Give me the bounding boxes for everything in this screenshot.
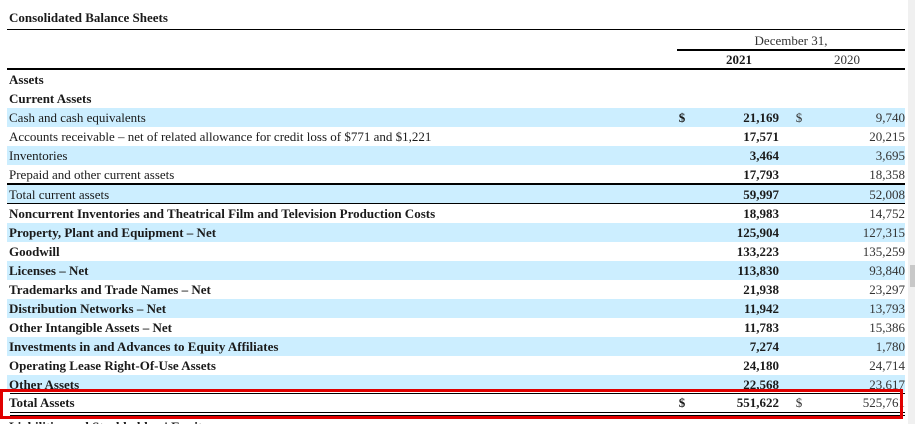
value-2020: 14,752: [869, 206, 905, 221]
row-label: Licenses – Net: [9, 263, 89, 278]
table-row-noncurrent-inventories: Noncurrent Inventories and Theatrical Fi…: [7, 204, 905, 223]
table-row-prepaid: Prepaid and other current assets 17,793 …: [7, 165, 905, 184]
table-row-goodwill: Goodwill 133,223 135,259: [7, 242, 905, 261]
row-label: Prepaid and other current assets: [9, 167, 175, 182]
row-label: Current Assets: [9, 91, 92, 106]
row-label: Trademarks and Trade Names – Net: [9, 282, 211, 297]
period-header: December 31,: [754, 33, 828, 48]
value-2021: 125,904: [736, 225, 779, 240]
value-2021: 21,938: [743, 282, 779, 297]
table-row-total-assets: Total Assets $ 551,622 $ 525,761: [7, 394, 905, 412]
value-2020: 525,761: [862, 395, 905, 410]
value-2020: 24,714: [869, 358, 905, 373]
section-heading-liabilities-partial: Liabilities and Stockholders' Equity: [9, 418, 209, 424]
value-2020: 13,793: [869, 301, 905, 316]
value-2021: 7,274: [749, 339, 779, 354]
section-heading-current-assets: Current Assets: [7, 89, 905, 108]
row-label: Total Assets: [9, 395, 75, 410]
row-label: Assets: [9, 72, 44, 87]
value-2020: 15,386: [869, 320, 905, 335]
value-2021: 133,223: [736, 244, 779, 259]
table-row-equity-affiliates: Investments in and Advances to Equity Af…: [7, 337, 905, 356]
row-label: Property, Plant and Equipment – Net: [9, 225, 217, 240]
table-row-inventories: Inventories 3,464 3,695: [7, 146, 905, 165]
value-2021: 3,464: [749, 148, 779, 163]
value-2021: 18,983: [743, 206, 779, 221]
currency-symbol-2021: $: [678, 110, 686, 125]
total-double-rule-1: [10, 412, 905, 413]
row-label: Other Intangible Assets – Net: [9, 320, 172, 335]
value-2020: 52,008: [869, 187, 905, 202]
value-2021: 113,830: [737, 263, 779, 278]
table-row-other-intangibles: Other Intangible Assets – Net 11,783 15,…: [7, 318, 905, 337]
currency-symbol-2020: $: [795, 110, 803, 125]
currency-symbol-2021: $: [678, 395, 686, 410]
title-divider: [7, 29, 905, 30]
scrollbar-thumb[interactable]: [910, 265, 915, 287]
value-2021: 11,942: [743, 301, 779, 316]
value-2020: 1,780: [875, 339, 905, 354]
vertical-scrollbar[interactable]: [908, 0, 915, 424]
row-label: Investments in and Advances to Equity Af…: [9, 339, 279, 354]
table-row-other-assets: Other Assets 22,568 23,617: [7, 375, 905, 392]
row-label: Total current assets: [9, 187, 110, 202]
section-heading-assets: Assets: [7, 70, 905, 89]
value-2020: 23,617: [869, 377, 905, 392]
page-title: Consolidated Balance Sheets: [9, 10, 168, 25]
value-2020: 23,297: [869, 282, 905, 297]
row-label: Inventories: [9, 148, 68, 163]
row-label: Operating Lease Right-Of-Use Assets: [9, 358, 216, 373]
table-row-trademarks: Trademarks and Trade Names – Net 21,938 …: [7, 280, 905, 299]
total-top-rule: [10, 393, 905, 394]
column-header-2020: 2020: [834, 52, 860, 67]
table-row-operating-lease: Operating Lease Right-Of-Use Assets 24,1…: [7, 356, 905, 375]
period-divider: [677, 49, 905, 51]
header-divider: [7, 68, 905, 70]
value-2020: 18,358: [869, 167, 905, 182]
table-row-licenses: Licenses – Net 113,830 93,840: [7, 261, 905, 280]
row-label: Other Assets: [9, 377, 80, 392]
value-2021: 24,180: [743, 358, 779, 373]
value-2021: 59,997: [743, 187, 779, 202]
value-2020: 20,215: [869, 129, 905, 144]
row-label: Noncurrent Inventories and Theatrical Fi…: [9, 206, 436, 221]
table-row-distribution-networks: Distribution Networks – Net 11,942 13,79…: [7, 299, 905, 318]
value-2021: 11,783: [743, 320, 779, 335]
table-row-total-current-assets: Total current assets 59,997 52,008: [7, 183, 905, 204]
value-2020: 93,840: [869, 263, 905, 278]
row-label: Goodwill: [9, 244, 60, 259]
row-label: Accounts receivable – net of related all…: [9, 129, 432, 144]
value-2020: 3,695: [875, 148, 905, 163]
row-label: Cash and cash equivalents: [9, 110, 146, 125]
total-double-rule-2: [10, 415, 905, 416]
row-label: Distribution Networks – Net: [9, 301, 167, 316]
table-row-cash: Cash and cash equivalents $ 21,169 $ 9,7…: [7, 108, 905, 127]
table-row-ppe: Property, Plant and Equipment – Net 125,…: [7, 223, 905, 242]
currency-symbol-2020: $: [795, 395, 803, 410]
value-2021: 551,622: [736, 395, 779, 410]
value-2021: 17,571: [743, 129, 779, 144]
value-2021: 17,793: [743, 167, 779, 182]
value-2020: 9,740: [875, 110, 905, 125]
value-2020: 135,259: [862, 244, 905, 259]
value-2020: 127,315: [862, 225, 905, 240]
value-2021: 21,169: [743, 110, 779, 125]
table-row-accounts-receivable: Accounts receivable – net of related all…: [7, 127, 905, 146]
value-2021: 22,568: [743, 377, 779, 392]
column-header-2021: 2021: [726, 52, 752, 67]
